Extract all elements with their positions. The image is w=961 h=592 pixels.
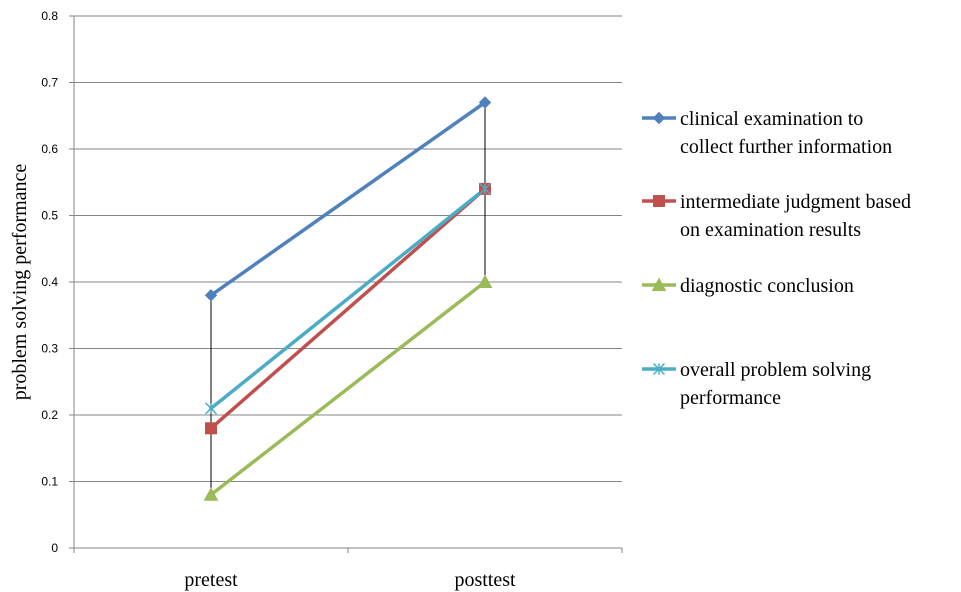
series-3-point bbox=[477, 274, 493, 288]
y-axis-title: problem solving performance bbox=[9, 164, 31, 401]
legend-swatch-marker bbox=[651, 277, 667, 291]
y-tick-labels: 0 0.1 0.2 0.3 0.4 0.5 0.6 0.7 0.8 bbox=[41, 9, 58, 555]
y-tick-label: 0.1 bbox=[41, 475, 58, 489]
legend-swatch-marker bbox=[652, 111, 666, 125]
gridlines bbox=[74, 15, 622, 482]
series-3-point bbox=[203, 487, 219, 501]
y-tick-label: 0.7 bbox=[41, 76, 58, 90]
legend-label: performance bbox=[680, 387, 781, 409]
series-markers bbox=[203, 96, 493, 501]
series-line-3 bbox=[209, 280, 487, 497]
x-tick-label: pretest bbox=[184, 569, 238, 591]
series-line-2 bbox=[209, 187, 487, 431]
series-line-4 bbox=[209, 187, 487, 411]
legend-label: intermediate judgment based bbox=[680, 191, 911, 213]
y-tick-label: 0.2 bbox=[41, 408, 58, 422]
y-tick-label: 0.5 bbox=[41, 209, 58, 223]
series-2-point bbox=[205, 422, 217, 435]
legend-label: overall problem solving bbox=[680, 359, 871, 381]
legend: clinical examination to collect further i… bbox=[642, 108, 911, 409]
series-1-point bbox=[478, 96, 492, 109]
series-line-1 bbox=[209, 100, 487, 298]
series-lines bbox=[209, 100, 487, 497]
y-tick-label: 0 bbox=[51, 541, 58, 555]
series-4-point bbox=[478, 182, 492, 195]
x-tick-label: posttest bbox=[454, 569, 516, 591]
legend-label: on examination results bbox=[680, 219, 861, 241]
y-tick-label: 0.6 bbox=[41, 142, 58, 156]
y-tick-label: 0.3 bbox=[41, 342, 58, 356]
legend-swatch-marker bbox=[652, 362, 666, 376]
x-tick-labels: pretest posttest bbox=[184, 569, 516, 591]
legend-label: diagnostic conclusion bbox=[680, 275, 854, 297]
y-tick-label: 0.4 bbox=[41, 275, 58, 289]
legend-swatch-marker bbox=[653, 195, 665, 207]
series-1-point bbox=[204, 289, 218, 302]
series-4-point bbox=[204, 402, 218, 415]
legend-label: clinical examination to bbox=[680, 108, 863, 130]
axes bbox=[69, 15, 623, 553]
y-tick-label: 0.8 bbox=[41, 9, 58, 23]
legend-label: collect further information bbox=[680, 136, 892, 158]
